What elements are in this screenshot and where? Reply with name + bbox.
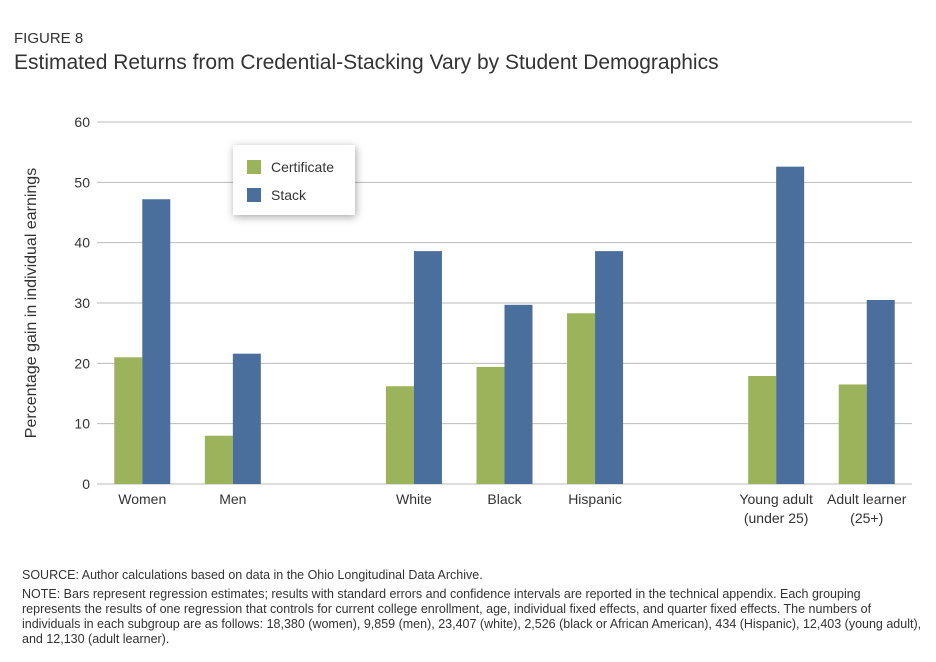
y-tick-label: 0 — [82, 476, 90, 492]
x-tick-label: Adult learner (25+) — [827, 491, 907, 526]
x-tick-label: Women — [118, 491, 167, 507]
bar — [748, 376, 777, 484]
bar — [866, 299, 895, 484]
bar — [232, 353, 261, 484]
chart-title: Estimated Returns from Credential-Stacki… — [14, 51, 719, 74]
x-tick-label: Hispanic — [568, 491, 622, 507]
y-tick-label: 60 — [74, 114, 90, 130]
legend-swatch — [247, 160, 261, 174]
y-tick-label: 20 — [74, 355, 90, 371]
legend: Certificate Stack — [233, 145, 355, 215]
bar — [114, 357, 143, 484]
legend-item: Certificate — [247, 159, 334, 175]
bar — [476, 366, 505, 484]
y-tick-label: 30 — [74, 295, 90, 311]
y-tick-label: 50 — [74, 174, 90, 190]
bar — [567, 313, 596, 484]
x-tick-label: Men — [219, 491, 247, 507]
bar — [413, 251, 442, 484]
bar — [385, 386, 414, 484]
bar — [838, 384, 867, 484]
legend-label: Stack — [271, 187, 307, 203]
y-axis-label: Percentage gain in individual earnings — [23, 168, 40, 438]
bar — [595, 251, 624, 484]
bar — [504, 304, 533, 484]
x-tick-label: White — [396, 491, 432, 507]
legend-swatch — [247, 188, 261, 202]
bar — [142, 199, 171, 484]
bar — [204, 435, 233, 484]
legend-item: Stack — [247, 187, 306, 203]
legend-label: Certificate — [271, 159, 335, 175]
y-tick-label: 40 — [74, 235, 90, 251]
note: NOTE: Bars represent regression estimate… — [22, 587, 922, 646]
y-tick-label: 10 — [74, 416, 90, 432]
x-tick-label: Black — [487, 491, 522, 507]
bar — [776, 166, 805, 484]
source: SOURCE: Author calculations based on dat… — [22, 568, 483, 582]
x-tick-label: Young adult (under 25) — [739, 491, 813, 526]
figure-label: FIGURE 8 — [14, 30, 84, 47]
